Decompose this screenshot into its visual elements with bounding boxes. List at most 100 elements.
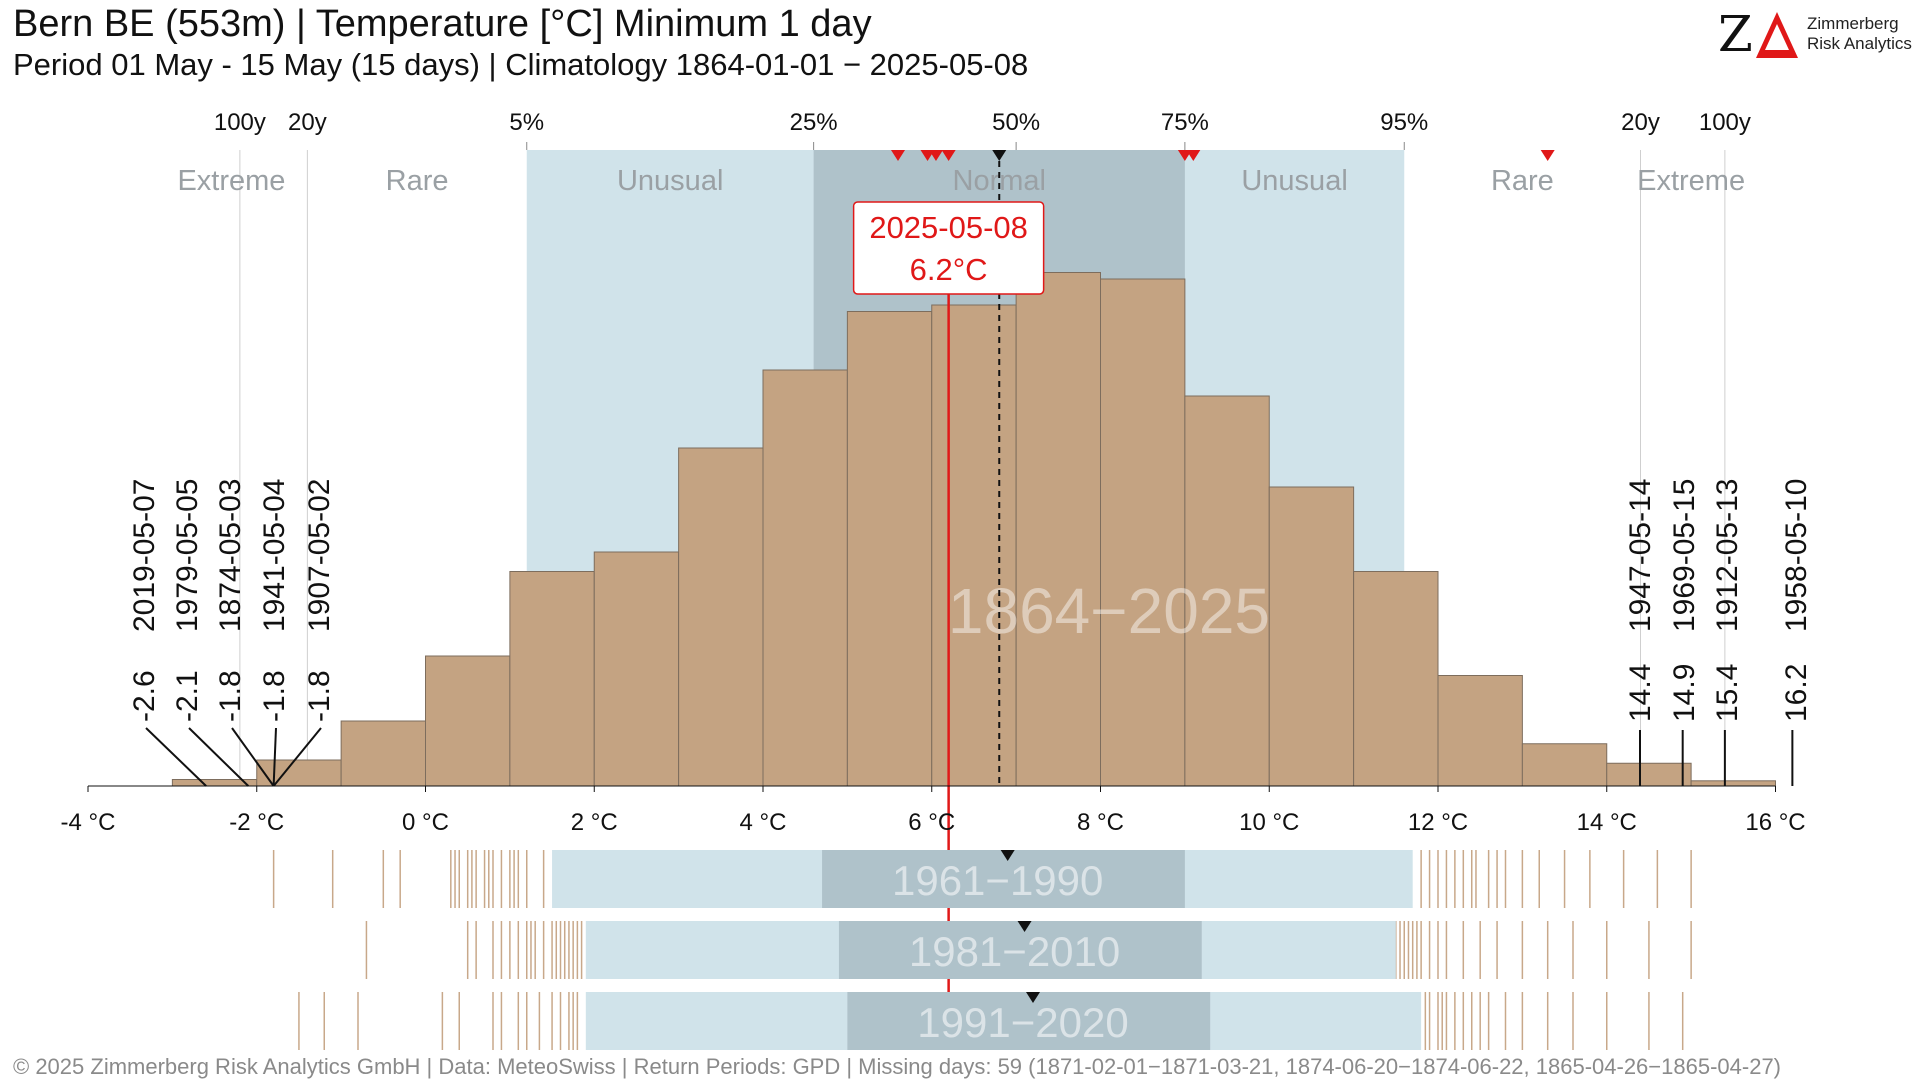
cold-extreme-value: -2.1 (171, 670, 204, 722)
histogram-bar (678, 447, 764, 787)
recent-marker (1540, 150, 1555, 161)
histogram-bar (762, 369, 848, 787)
histogram-bar (1606, 762, 1692, 787)
histogram-bar (1437, 675, 1523, 787)
histogram-bar (1690, 780, 1776, 787)
band-label: Extreme (177, 165, 285, 197)
band-label: Extreme (1637, 165, 1745, 197)
cold-extreme-leader (231, 727, 275, 787)
percentile-label: 50% (992, 109, 1040, 136)
band-label: Unusual (617, 165, 723, 197)
footer-credits: © 2025 Zimmerberg Risk Analytics GmbH | … (13, 1054, 1782, 1079)
return-period-label: 100y (214, 109, 266, 136)
x-tick-label: 4 °C (740, 809, 787, 836)
x-tick-label: 2 °C (571, 809, 618, 836)
histogram-bar (1353, 571, 1439, 787)
return-period-label: 20y (1621, 109, 1660, 136)
return-period-label: 100y (1699, 109, 1751, 136)
median-marker (992, 150, 1007, 161)
x-tick-label: -4 °C (61, 809, 116, 836)
histogram-bar (846, 311, 933, 787)
recent-marker (928, 150, 943, 161)
x-tick-label: 10 °C (1239, 809, 1299, 836)
percentile-label: 95% (1380, 109, 1428, 136)
climate-chart: 100y 20y 20y 100y 5% 25% 50% 75% 95% Extreme Rare U… (61, 109, 1813, 1050)
cold-extreme-date: 1979-05-05 (171, 479, 204, 632)
period-watermark: 1864−2025 (948, 575, 1270, 647)
warm-extreme-date: 1912-05-13 (1711, 479, 1744, 632)
histogram-bar (1100, 278, 1186, 787)
band-label: Normal (953, 165, 1046, 197)
cold-extreme-value: -1.8 (214, 670, 247, 722)
cold-extreme-annotation: 1979-05-05 -2.1 (171, 479, 250, 787)
cold-extreme-leader (272, 727, 322, 787)
percentile-label: 75% (1161, 109, 1209, 136)
current-value-label: 6.2°C (910, 252, 988, 287)
reference-period-row: 1991−2020 (298, 992, 1684, 1050)
x-tick-label: 16 °C (1745, 809, 1805, 836)
cold-extreme-leader (188, 727, 250, 787)
percentile-label: 25% (790, 109, 838, 136)
warm-extreme-annotation: 1958-05-10 16.2 (1780, 479, 1813, 786)
percentile-label: 5% (509, 109, 544, 136)
histogram-bar (1015, 272, 1101, 787)
cold-extreme-date: 1941-05-04 (258, 479, 291, 632)
logo-name: Zimmerberg Risk Analytics (1807, 14, 1912, 54)
reference-normal-band (838, 921, 1202, 979)
x-tick-label: 6 °C (908, 809, 955, 836)
warm-extreme-annotation: 1912-05-13 15.4 (1711, 479, 1744, 786)
logo-line-1: Zimmerberg (1807, 14, 1899, 33)
reference-normal-band (822, 850, 1185, 908)
x-tick-label: 14 °C (1577, 809, 1637, 836)
cold-extreme-date: 2019-05-07 (128, 479, 161, 632)
band-label: Unusual (1241, 165, 1347, 197)
histogram-bar (425, 655, 511, 787)
warm-extreme-annotation: 1969-05-15 14.9 (1668, 479, 1701, 786)
reference-median-marker (1026, 992, 1040, 1003)
x-tick-label: -2 °C (229, 809, 284, 836)
histogram-bar (1184, 395, 1270, 787)
cold-extreme-annotation: 2019-05-07 -2.6 (128, 479, 207, 787)
histogram-bar (256, 759, 342, 787)
warm-extreme-value: 14.9 (1668, 664, 1701, 722)
cold-extreme-value: -1.8 (303, 670, 336, 722)
band-label: Rare (386, 165, 449, 197)
x-tick-label: 8 °C (1077, 809, 1124, 836)
x-tick-label: 12 °C (1408, 809, 1468, 836)
reference-median-marker (1000, 850, 1015, 861)
reference-period-label: 1991−2020 (917, 999, 1128, 1046)
recent-marker (1186, 150, 1201, 161)
histogram-bar (931, 304, 1017, 787)
histogram-bar (509, 571, 595, 787)
warm-extreme-value: 14.4 (1624, 664, 1657, 722)
page-title: Bern BE (553m) | Temperature [°C] Minimu… (13, 3, 872, 45)
reference-median-marker (1017, 921, 1032, 932)
return-period-label: 20y (288, 109, 327, 136)
warm-extreme-date: 1947-05-14 (1624, 479, 1657, 632)
warm-extreme-annotation: 1947-05-14 14.4 (1624, 479, 1657, 786)
cold-extreme-value: -1.8 (258, 670, 291, 722)
reference-period-label: 1961−1990 (892, 857, 1103, 904)
cold-extreme-value: -2.6 (128, 670, 161, 722)
warm-extreme-date: 1958-05-10 (1780, 479, 1813, 632)
current-label-box (852, 201, 1045, 295)
x-tick-label: 0 °C (402, 809, 449, 836)
reference-period-row: 1981−2010 (365, 921, 1692, 979)
histogram-bar (1268, 486, 1355, 787)
warm-extreme-value: 16.2 (1780, 664, 1813, 722)
warm-extreme-date: 1969-05-15 (1668, 479, 1701, 632)
histogram-bar (593, 551, 680, 787)
cold-extreme-annotation: 1907-05-02 -1.8 (272, 479, 336, 787)
cold-extreme-date: 1874-05-03 (214, 479, 247, 632)
recent-marker (941, 150, 956, 161)
logo-line-2: Risk Analytics (1807, 34, 1912, 53)
warm-extreme-value: 15.4 (1711, 664, 1744, 722)
reference-period-row: 1961−1990 (272, 850, 1692, 908)
histogram-bar (340, 720, 426, 787)
za-logo-icon: Z Zimmerberg Risk Analytics (1718, 6, 1918, 62)
cold-extreme-annotation: 1874-05-03 -1.8 (214, 479, 275, 787)
cold-extreme-annotation: 1941-05-04 -1.8 (258, 479, 291, 787)
cold-extreme-date: 1907-05-02 (303, 479, 336, 632)
reference-period-label: 1981−2010 (909, 928, 1120, 975)
logo-triangle-inner (1765, 24, 1789, 50)
